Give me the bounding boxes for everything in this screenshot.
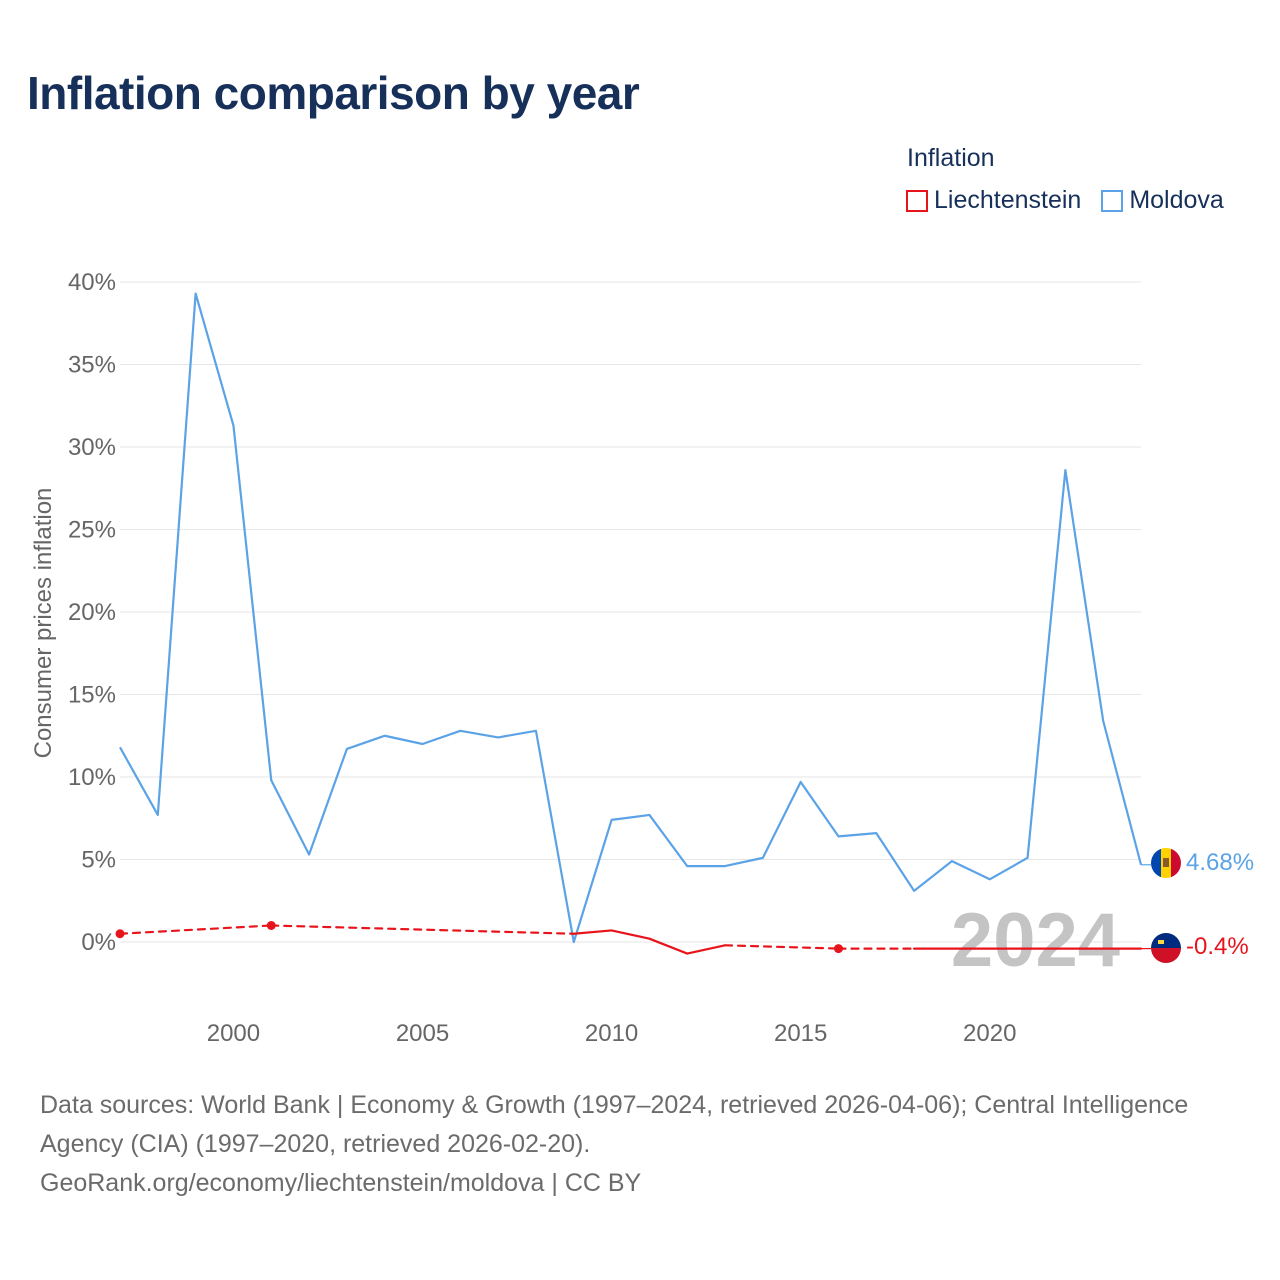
data-sources-line-2: Agency (CIA) (1997–2020, retrieved 2026-… bbox=[40, 1130, 591, 1158]
y-axis-label: Consumer prices inflation bbox=[30, 488, 57, 759]
y-tick-label: 20% bbox=[68, 599, 116, 626]
source-url[interactable]: GeoRank.org/economy/liechtenstein/moldov… bbox=[40, 1169, 642, 1197]
data-sources-line-1: Data sources: World Bank | Economy & Gro… bbox=[40, 1091, 1189, 1119]
series-segment-liechtenstein[interactable] bbox=[572, 929, 613, 935]
legend-label-moldova: Moldova bbox=[1129, 186, 1224, 214]
liechtenstein-point-2016[interactable] bbox=[833, 944, 843, 954]
liechtenstein-point-2001[interactable] bbox=[266, 921, 276, 930]
liechtenstein-end-label: -0.4% bbox=[1186, 933, 1249, 960]
x-axis-ticks: 2000 2005 2010 2015 2020 bbox=[207, 1020, 1017, 1047]
legend-label-liechtenstein: Liechtenstein bbox=[934, 186, 1082, 214]
legend: Liechtenstein Moldova bbox=[906, 186, 1224, 215]
x-tick-label: 2020 bbox=[963, 1020, 1016, 1047]
liechtenstein-flag-icon bbox=[1151, 933, 1181, 963]
moldova-end-label: 4.68% bbox=[1186, 849, 1254, 876]
series-segment-liechtenstein[interactable] bbox=[610, 929, 651, 940]
legend-item-liechtenstein[interactable]: Liechtenstein bbox=[906, 186, 1081, 215]
chart-title: Inflation comparison by year bbox=[27, 67, 640, 119]
y-tick-label: 25% bbox=[68, 517, 116, 544]
year-watermark: 2024 bbox=[951, 898, 1120, 983]
line-chart: 0%5%10%15%20%25%30%35%40% 2000 2005 2010 20… bbox=[30, 269, 1254, 1047]
footer: Data sources: World Bank | Economy & Gro… bbox=[40, 1086, 1250, 1203]
y-tick-label: 15% bbox=[68, 682, 116, 709]
series-segment-liechtenstein[interactable] bbox=[686, 944, 727, 955]
y-tick-label: 35% bbox=[68, 352, 116, 379]
series-segment-liechtenstein[interactable] bbox=[270, 924, 575, 935]
x-tick-label: 2010 bbox=[585, 1020, 638, 1047]
legend-title: Inflation bbox=[907, 144, 995, 172]
x-tick-label: 2015 bbox=[774, 1020, 827, 1047]
legend-swatch-liechtenstein bbox=[906, 189, 928, 212]
y-tick-label: 30% bbox=[68, 434, 116, 461]
legend-item-moldova[interactable]: Moldova bbox=[1101, 186, 1224, 215]
y-axis-ticks: 0% 5% 10% 15% 20% 25% 30% 35% 40% bbox=[68, 269, 116, 956]
y-tick-label: 10% bbox=[68, 764, 116, 791]
series-segment-liechtenstein[interactable] bbox=[648, 937, 689, 955]
moldova-flag-icon bbox=[1151, 848, 1181, 878]
series-segment-liechtenstein[interactable] bbox=[118, 924, 273, 935]
grid-lines bbox=[120, 281, 1141, 943]
series-line-moldova[interactable] bbox=[119, 292, 1143, 944]
y-tick-label: 5% bbox=[81, 847, 116, 874]
y-tick-label: 0% bbox=[81, 929, 116, 956]
y-tick-label: 40% bbox=[68, 269, 116, 296]
legend-swatch-moldova bbox=[1101, 189, 1124, 212]
liechtenstein-point-1997[interactable] bbox=[115, 929, 125, 939]
series-segment-liechtenstein[interactable] bbox=[723, 944, 840, 950]
x-tick-label: 2005 bbox=[396, 1020, 449, 1047]
x-tick-label: 2000 bbox=[207, 1020, 260, 1047]
